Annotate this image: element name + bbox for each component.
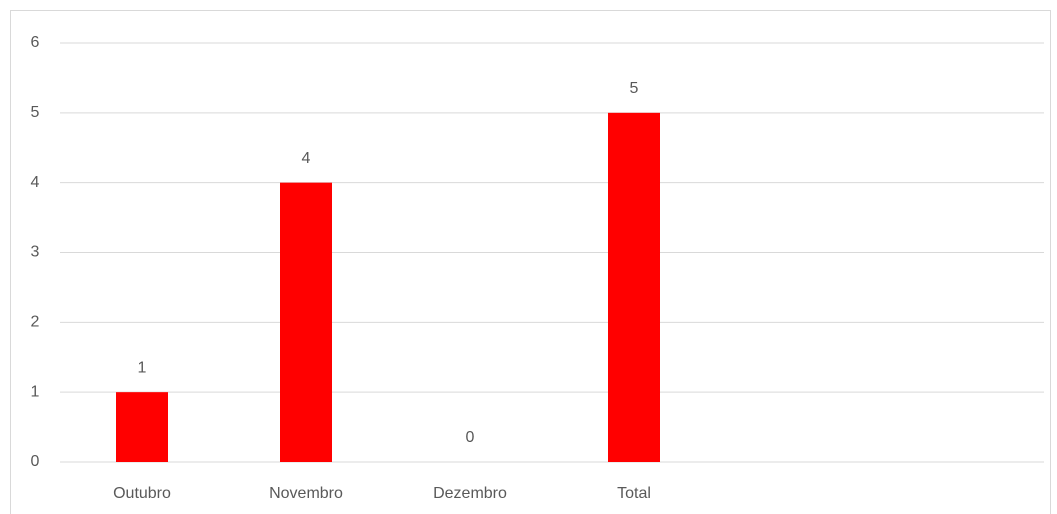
bar xyxy=(608,112,660,462)
data-label: 1 xyxy=(138,359,147,376)
data-label: 0 xyxy=(466,429,475,446)
y-tick-label: 3 xyxy=(31,244,40,261)
y-tick-label: 5 xyxy=(31,104,40,121)
x-tick-label: Novembro xyxy=(269,485,343,502)
x-tick-label: Outubro xyxy=(113,485,171,502)
data-label: 4 xyxy=(302,150,311,167)
x-tick-label: Dezembro xyxy=(433,485,507,502)
x-tick-label: Total xyxy=(617,485,651,502)
data-label: 5 xyxy=(630,80,639,97)
bar xyxy=(280,182,332,462)
bar xyxy=(116,392,168,462)
y-tick-label: 4 xyxy=(31,174,40,191)
y-tick-label: 6 xyxy=(31,34,40,51)
y-tick-label: 2 xyxy=(31,314,40,331)
y-tick-label: 0 xyxy=(31,453,40,470)
y-tick-label: 1 xyxy=(31,383,40,400)
chart-frame xyxy=(10,10,1051,514)
